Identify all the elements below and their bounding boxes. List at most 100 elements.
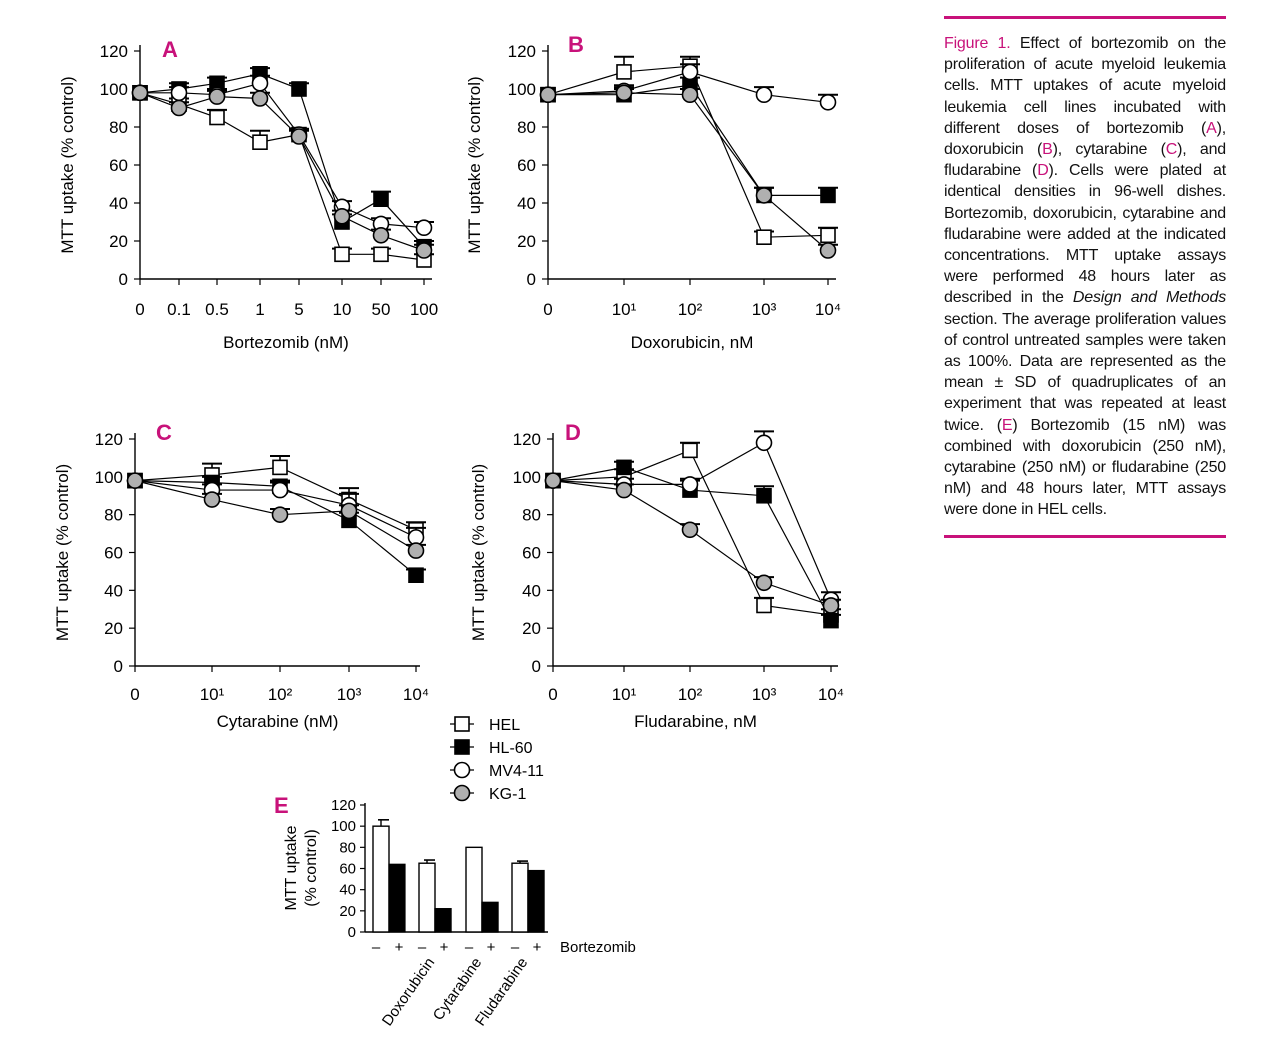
panel-B: 0 20 40 60 80 100 120 0 10¹ 10² 10³ 10⁴ Doxorubicin,… [465,32,841,352]
data-point [681,63,699,81]
y-tick-label: 20 [104,619,123,638]
x-tick-label: 10³ [337,685,362,704]
y-axis-title: MTT uptake (% control) [53,464,72,641]
minus-sign: – [418,939,427,956]
y-tick-label: 20 [517,232,536,251]
data-point [616,64,632,80]
series-kg-1 [544,472,841,614]
y-tick-label: 100 [508,80,536,99]
data-point [340,502,358,520]
y-tick-label: 20 [522,619,541,638]
caption-panel-ref: D [1037,162,1049,180]
caption-body: Effect of bortezomib on the proliferatio… [944,35,1226,518]
x-tick-label: 0 [130,685,139,704]
series-kg-1 [126,472,426,559]
series-line [547,92,829,251]
bar [511,862,529,933]
caption-text: ), doxorubicin ( [944,119,1226,159]
caption-text: Effect of bortezomib on the proliferatio… [944,35,1227,137]
data-point [408,567,424,584]
data-point [616,459,632,476]
y-tick-label: 80 [522,506,541,525]
bar-control [372,825,390,933]
y-tick-label: 40 [109,194,128,213]
x-tick-label: 100 [410,300,438,319]
data-point [756,597,772,614]
data-point [820,187,836,204]
x-tick-label: 10¹ [200,685,225,704]
data-point [170,99,188,117]
y-axis-title: MTT uptake [283,825,300,910]
legend-marker [453,761,471,779]
data-point [755,86,773,103]
x-tick-label: 0 [135,300,144,319]
plus-sign: + [395,939,404,956]
y-tick-label: 20 [109,232,128,251]
minus-sign: – [511,939,520,956]
data-point [681,86,699,103]
data-point [170,84,188,102]
data-point [209,109,225,126]
data-point [819,94,837,111]
legend-marker [454,739,470,755]
caption-text: Design and Methods [1072,289,1226,307]
x-axis-title: Cytarabine (nM) [217,712,339,731]
legend-marker [453,784,471,802]
data-point [415,242,433,259]
y-tick-label: 60 [517,156,536,175]
bar [434,908,452,933]
y-tick-label: 120 [100,42,128,61]
y-tick-label: 60 [104,544,123,563]
data-point [290,128,308,145]
caption-text: section. The average proliferation value… [944,310,1226,434]
minus-sign: – [372,939,381,956]
data-point [131,84,149,102]
caption-panel-ref: C [1165,141,1178,159]
data-point [755,187,773,204]
x-tick-label: 10³ [752,300,777,319]
caption-box: Figure 1. Effect of bortezomib on the pr… [944,16,1226,538]
data-point [252,134,268,150]
panel-C: 0 20 40 60 80 100 120 0 10¹ 10² 10³ 10⁴ Cytarabine (… [53,420,429,731]
y-tick-label: 0 [119,270,128,289]
x-tick-label: 0.1 [167,300,191,319]
y-axis-title: MTT uptake (% control) [465,76,484,253]
y-tick-label: 80 [104,506,123,525]
data-point [251,75,269,92]
x-tick-label: 0 [548,685,557,704]
data-point [407,542,425,559]
y-axis-title: MTT uptake (% control) [58,76,77,253]
x-axis-title: Fludarabine, nM [634,712,757,731]
x-tick-label: 10³ [752,685,777,704]
data-point [208,88,226,105]
data-point [373,246,389,263]
data-point [539,86,557,103]
data-point [203,491,221,508]
data-point [415,219,433,236]
legend-marker [454,716,470,732]
legend: HEL HL-60 MV4-11 KG-1 [450,716,544,803]
data-point [271,506,289,523]
x-tick-label: 10¹ [612,300,637,319]
x-tick-label: 10² [678,685,703,704]
y-tick-label: 60 [522,544,541,563]
y-tick-label: 120 [508,42,536,61]
y-tick-label: 100 [100,80,128,99]
y-tick-label: 40 [104,581,123,600]
y-tick-label: 80 [339,839,356,856]
series-line [552,441,832,601]
x-tick-label: 1 [255,300,264,319]
y-tick-label: 80 [517,118,536,137]
caption-top-rule [944,16,1226,19]
data-point [372,227,390,244]
y-tick-label: 100 [331,818,356,835]
y-tick-label: 60 [109,156,128,175]
caption-text: ) Bortezomib (15 nM) was combined with d… [944,416,1226,519]
caption-panel-ref: B [1042,141,1053,159]
y-tick-label: 0 [114,657,123,676]
caption-panel-ref: A [1206,119,1217,137]
data-point [373,191,389,207]
bar-control-bortezomib [388,863,406,933]
plus-sign: + [440,939,449,956]
panel-A: 0 20 40 60 80 100 120 0 0.1 0.5 1 5 10 50 100 Bortezomi… [58,37,438,352]
